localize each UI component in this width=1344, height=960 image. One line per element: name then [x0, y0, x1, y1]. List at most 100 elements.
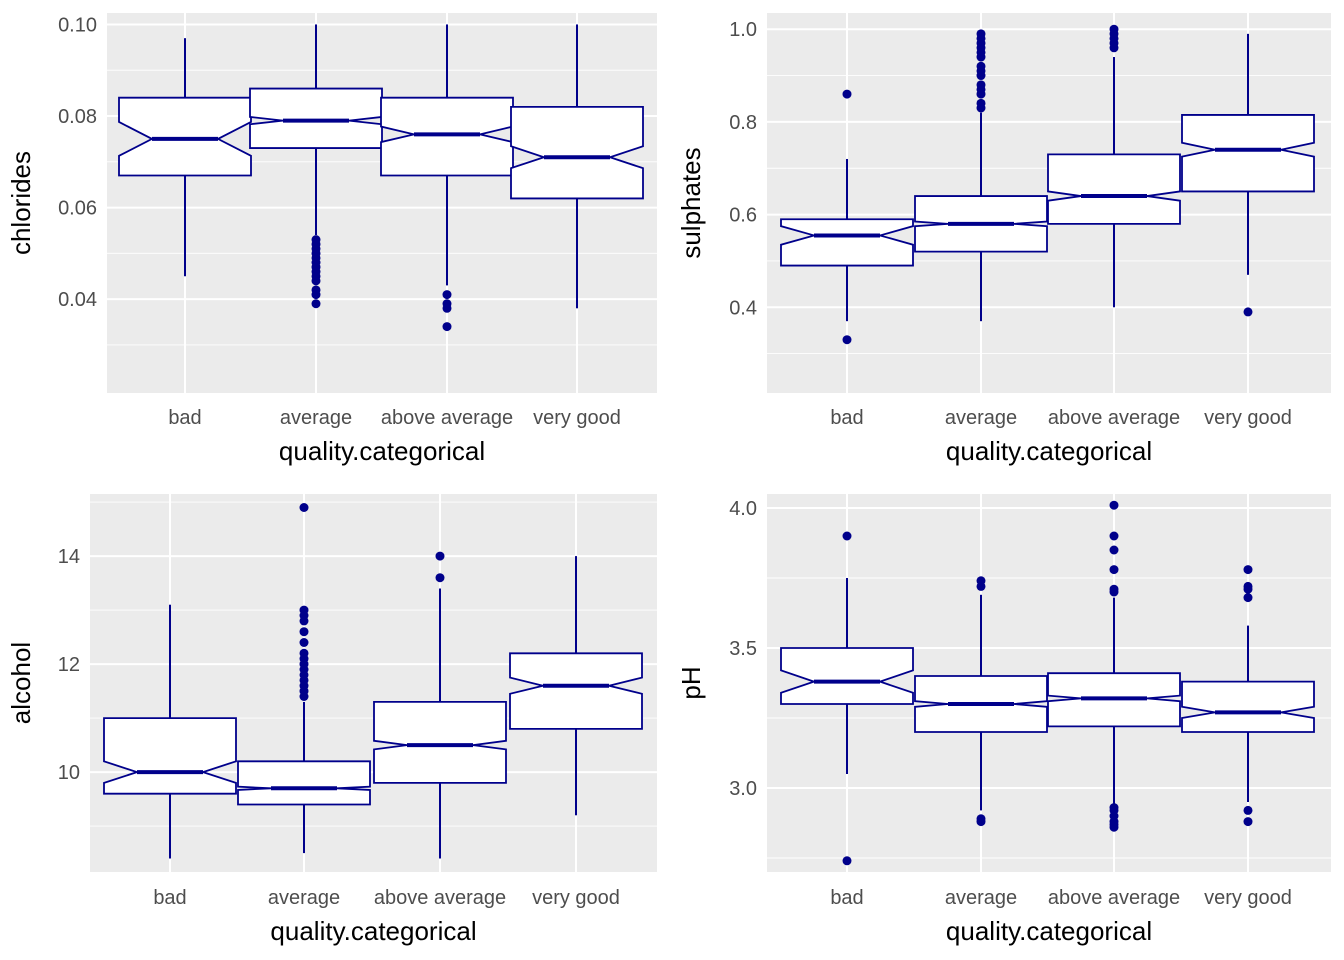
x-tick-label: above average [374, 887, 506, 909]
outlier-point [842, 531, 852, 541]
outlier-point [976, 61, 986, 71]
x-tick-label: very good [532, 887, 620, 909]
outlier-point [976, 80, 986, 90]
outlier-point [442, 299, 452, 309]
outlier-point [311, 235, 321, 245]
x-tick-label: bad [830, 407, 863, 429]
y-tick-label: 3.0 [729, 778, 757, 800]
y-tick-label: 0.6 [729, 205, 757, 227]
y-tick-label: 0.10 [58, 14, 97, 36]
notched-box [373, 701, 507, 784]
y-tick-label: 0.4 [729, 297, 757, 319]
x-tick-label: above average [1048, 887, 1180, 909]
notched-box [1181, 680, 1315, 733]
notched-box [380, 96, 514, 177]
box-average [914, 29, 1048, 322]
y-tick-label: 0.06 [58, 198, 97, 220]
panel-1: 0.04 0.06 0.08 0.10 bad average above average v… [6, 13, 657, 466]
box-average [237, 503, 371, 854]
outlier-point [976, 98, 986, 108]
x-tick-label: above average [381, 407, 513, 429]
notched-box [780, 218, 914, 267]
y-tick-label: 3.5 [729, 638, 757, 660]
outlier-point [442, 290, 452, 300]
outlier-point [1109, 24, 1119, 34]
y-tick-label: 10 [58, 762, 80, 784]
y-tick-label: 0.08 [58, 106, 97, 128]
box-above-average [1047, 500, 1181, 832]
x-axis-title: quality.categorical [946, 436, 1152, 466]
outlier-point [311, 285, 321, 295]
x-axis-title: quality.categorical [270, 916, 476, 946]
y-axis-title: chlorides [6, 151, 36, 255]
box-very-good [510, 24, 644, 309]
outlier-point [435, 551, 445, 561]
y-axis-title: alcohol [6, 642, 36, 724]
x-tick-label: average [280, 407, 352, 429]
outlier-point [299, 605, 309, 615]
x-axis-title: quality.categorical [946, 916, 1152, 946]
outlier-point [1109, 545, 1119, 555]
notched-box [103, 717, 237, 795]
box-bad [780, 89, 914, 345]
x-tick-label: average [268, 887, 340, 909]
outlier-point [1109, 531, 1119, 541]
outlier-point [435, 573, 445, 583]
outlier-point [842, 335, 852, 345]
outlier-point [1109, 565, 1119, 575]
notched-box [1047, 153, 1181, 225]
outlier-point [976, 576, 986, 586]
y-axis-title: pH [676, 666, 706, 699]
x-tick-label: bad [830, 887, 863, 909]
outlier-point [976, 814, 986, 824]
x-tick-label: average [945, 407, 1017, 429]
outlier-point [1243, 565, 1253, 575]
outlier-point [1243, 581, 1253, 591]
y-tick-label: 14 [58, 546, 80, 568]
box-very-good [1181, 33, 1315, 317]
outlier-point [1243, 307, 1253, 317]
x-tick-label: bad [153, 887, 186, 909]
outlier-point [299, 627, 309, 637]
box-bad [780, 531, 914, 866]
x-axis-title: quality.categorical [279, 436, 485, 466]
outlier-point [299, 648, 309, 658]
panel-background [107, 13, 657, 393]
outlier-point [1109, 500, 1119, 510]
x-tick-label: very good [1204, 887, 1292, 909]
outlier-point [842, 856, 852, 866]
outlier-point [1243, 593, 1253, 603]
outlier-point [299, 503, 309, 512]
outlier-point [299, 638, 309, 647]
notched-box [509, 652, 643, 730]
y-tick-label: 12 [58, 654, 80, 676]
panel-2: 0.4 0.6 0.8 1.0 bad average above average very … [676, 13, 1331, 466]
outlier-point [1243, 817, 1253, 827]
x-tick-label: very good [1204, 407, 1292, 429]
outlier-point [1109, 584, 1119, 594]
box-bad [103, 604, 237, 859]
outlier-point [976, 29, 986, 39]
y-tick-label: 1.0 [729, 19, 757, 41]
outlier-point [311, 299, 321, 309]
y-tick-label: 0.8 [729, 112, 757, 134]
x-tick-label: above average [1048, 407, 1180, 429]
outlier-point [442, 322, 452, 332]
y-tick-label: 4.0 [729, 498, 757, 520]
x-tick-label: bad [168, 407, 201, 429]
x-tick-label: average [945, 887, 1017, 909]
panel-4: 3.0 3.5 4.0 bad average above average very goo… [676, 494, 1331, 946]
box-above-average [373, 551, 507, 859]
x-tick-label: very good [533, 407, 621, 429]
notched-box [237, 760, 371, 806]
panel-3: 10 12 14 bad average above average very good qu… [6, 494, 657, 946]
outlier-point [1109, 803, 1119, 813]
outlier-point [842, 89, 852, 99]
box-average [914, 576, 1048, 827]
notched-box [780, 647, 914, 705]
notched-box [249, 87, 383, 149]
y-axis-title: sulphates [676, 147, 706, 258]
box-above-average [1047, 24, 1181, 308]
notched-box [1181, 114, 1315, 193]
